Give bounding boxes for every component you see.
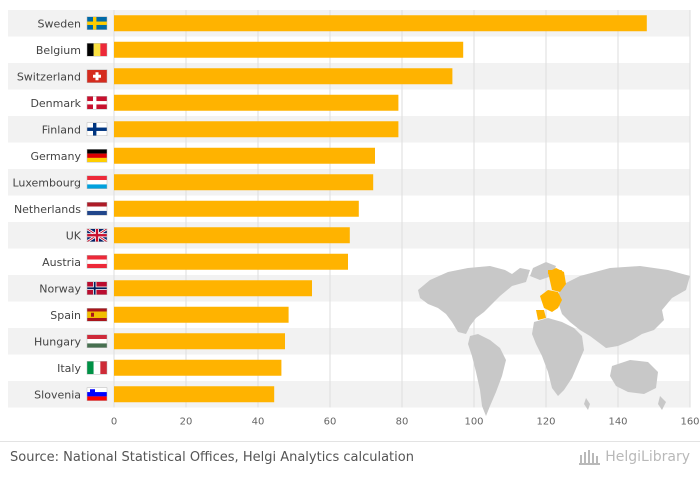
- bar-netherlands: [114, 200, 359, 217]
- bar-hungary: [114, 333, 285, 350]
- bar-germany: [114, 147, 375, 164]
- category-label: Hungary: [34, 335, 81, 348]
- category-label: UK: [66, 229, 82, 242]
- category-label: Denmark: [30, 97, 81, 110]
- category-label: Slovenia: [34, 388, 81, 401]
- x-tick-label: 20: [180, 417, 193, 428]
- category-label: Spain: [50, 309, 81, 322]
- category-label: Norway: [39, 282, 81, 295]
- bar-belgium: [114, 41, 464, 58]
- x-tick-label: 0: [111, 417, 117, 428]
- bar-austria: [114, 253, 348, 270]
- x-tick-label: 80: [396, 417, 409, 428]
- footer-divider: [0, 441, 700, 442]
- bar-finland: [114, 121, 399, 138]
- flag-switzerland-icon: [86, 69, 108, 83]
- bar-chart: 0 20 40 60 80 100 120 140 160 Sweden Belgium Switze…: [8, 10, 700, 428]
- bar-slovenia: [114, 386, 275, 403]
- bar-luxembourg: [114, 174, 374, 191]
- flag-italy-icon: [86, 361, 108, 375]
- flag-uk-icon: [86, 227, 108, 243]
- x-tick-label: 60: [324, 417, 337, 428]
- flag-denmark-icon: [86, 96, 108, 110]
- bar-denmark: [114, 94, 399, 111]
- category-label: Luxembourg: [12, 176, 81, 189]
- flag-netherlands-icon: [86, 202, 108, 216]
- bars: [114, 15, 647, 403]
- category-label: Italy: [57, 362, 81, 375]
- flag-spain-icon: [86, 308, 108, 322]
- flag-norway-icon: [86, 281, 108, 295]
- category-label: Netherlands: [14, 203, 81, 216]
- category-label: Germany: [30, 150, 81, 163]
- flag-finland-icon: [86, 122, 108, 136]
- x-tick-label: 140: [608, 417, 627, 428]
- flag-slovenia-icon: [86, 387, 108, 401]
- bar-switzerland: [114, 68, 453, 85]
- category-label: Sweden: [38, 17, 81, 30]
- x-tick-label: 120: [536, 417, 555, 428]
- library-icon: [579, 450, 601, 465]
- flag-hungary-icon: [86, 334, 108, 348]
- category-label: Belgium: [36, 44, 81, 57]
- bar-sweden: [114, 15, 647, 32]
- x-tick-label: 100: [464, 417, 483, 428]
- source-note: Source: National Statistical Offices, He…: [10, 450, 414, 465]
- flag-sweden-icon: [86, 16, 108, 30]
- flag-luxembourg-icon: [86, 175, 108, 189]
- brand-name: HelgiLibrary: [605, 449, 690, 465]
- category-label: Finland: [42, 123, 81, 136]
- bar-italy: [114, 359, 282, 376]
- bar-uk: [114, 227, 350, 244]
- flag-germany-icon: [86, 149, 108, 163]
- x-tick-label: 160: [680, 417, 699, 428]
- flag-austria-icon: [86, 255, 108, 269]
- category-label: Switzerland: [17, 70, 81, 83]
- world-map: [418, 262, 690, 416]
- bar-spain: [114, 306, 289, 323]
- flag-belgium-icon: [86, 43, 108, 57]
- x-tick-label: 40: [252, 417, 265, 428]
- brand-logo: HelgiLibrary: [579, 449, 690, 465]
- category-label: Austria: [42, 256, 81, 269]
- bar-norway: [114, 280, 312, 297]
